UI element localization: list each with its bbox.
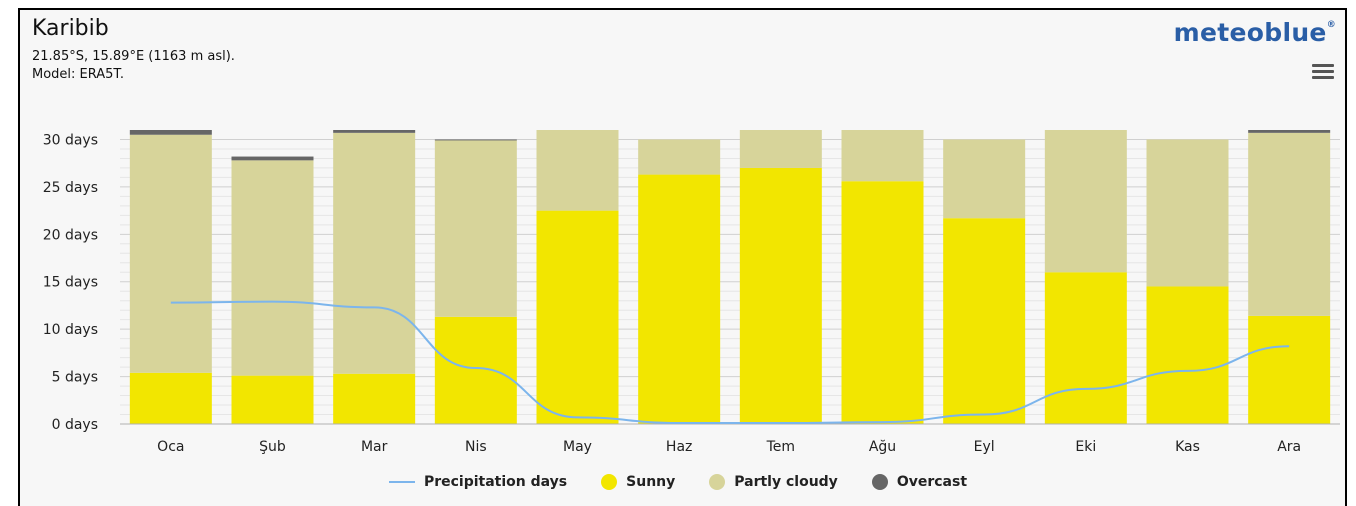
bar-overcast <box>129 130 212 135</box>
bar-overcast <box>434 139 517 141</box>
x-tick-label: Kas <box>1175 439 1200 455</box>
y-tick-label: 10 days <box>43 322 98 338</box>
page-title: Karibib <box>32 16 109 41</box>
legend-line-swatch <box>388 481 415 483</box>
y-tick-label: 0 days <box>52 417 98 433</box>
bar-partly-cloudy <box>1044 130 1127 273</box>
x-tick-label: Tem <box>766 439 795 455</box>
legend-item-overcast[interactable]: Overcast <box>871 474 968 490</box>
x-tick-label: Haz <box>666 439 692 455</box>
brand-name: meteoblue <box>1173 18 1327 47</box>
bar-partly-cloudy <box>434 140 517 317</box>
chart-legend: Precipitation days Sunny Partly cloudy O… <box>0 474 1356 490</box>
bar-partly-cloudy <box>1248 132 1331 316</box>
x-tick-label: Ağu <box>869 439 896 455</box>
y-tick-label: 25 days <box>43 180 98 196</box>
meteoblue-logo[interactable]: meteoblue® <box>1174 18 1336 47</box>
bar-overcast <box>1248 130 1331 133</box>
x-tick-label: Oca <box>157 439 184 455</box>
bar-partly-cloudy <box>333 132 416 374</box>
bar-partly-cloudy <box>841 130 924 182</box>
legend-label: Sunny <box>626 474 676 490</box>
y-tick-label: 20 days <box>43 227 98 243</box>
bar-sunny <box>231 375 314 424</box>
x-tick-label: May <box>563 439 592 455</box>
x-tick-label: Eyl <box>974 439 995 455</box>
legend-dot-swatch <box>601 474 618 490</box>
bar-sunny <box>536 210 619 424</box>
legend-label: Partly cloudy <box>734 474 838 490</box>
bar-sunny <box>129 372 212 424</box>
bar-partly-cloudy <box>129 134 212 373</box>
x-tick-label: Şub <box>259 439 286 455</box>
bar-partly-cloudy <box>739 130 822 168</box>
bar-sunny <box>841 181 924 424</box>
legend-item-sunny[interactable]: Sunny <box>601 474 675 490</box>
x-tick-label: Nis <box>465 439 487 455</box>
x-tick-label: Mar <box>361 439 388 455</box>
legend-label: Overcast <box>896 474 968 490</box>
bar-overcast <box>231 156 314 161</box>
bar-sunny <box>638 174 721 424</box>
bar-sunny <box>434 316 517 424</box>
y-tick-label: 15 days <box>43 275 98 291</box>
location-coordinates: 21.85°S, 15.89°E (1163 m asl). <box>32 49 235 64</box>
bar-partly-cloudy <box>638 139 721 175</box>
precipitation-line <box>170 300 1290 425</box>
legend-dot-swatch <box>871 474 888 490</box>
legend-label: Precipitation days <box>423 474 568 490</box>
bar-sunny <box>1146 286 1229 424</box>
legend-dot-swatch <box>709 474 726 490</box>
menu-line <box>1312 76 1334 79</box>
menu-line <box>1312 64 1334 67</box>
bar-sunny <box>1248 315 1331 424</box>
model-label: Model: ERA5T. <box>32 67 124 82</box>
legend-item-partly-cloudy[interactable]: Partly cloudy <box>709 474 838 490</box>
legend-item-precipitation[interactable]: Precipitation days <box>388 474 568 490</box>
bar-sunny <box>739 167 822 424</box>
hamburger-icon[interactable] <box>1312 64 1334 80</box>
bar-sunny <box>1044 272 1127 424</box>
x-tick-label: Ara <box>1277 439 1301 455</box>
bar-partly-cloudy <box>943 139 1026 219</box>
bar-sunny <box>943 218 1026 424</box>
y-tick-label: 30 days <box>43 132 98 148</box>
menu-line <box>1312 70 1334 73</box>
bar-overcast <box>333 130 416 133</box>
bar-partly-cloudy <box>231 160 314 376</box>
brand-mark: ® <box>1326 20 1336 30</box>
bar-partly-cloudy <box>536 130 619 211</box>
bar-partly-cloudy <box>1146 139 1229 287</box>
bar-sunny <box>333 373 416 424</box>
x-tick-label: Eki <box>1075 439 1096 455</box>
y-tick-label: 5 days <box>52 370 98 386</box>
